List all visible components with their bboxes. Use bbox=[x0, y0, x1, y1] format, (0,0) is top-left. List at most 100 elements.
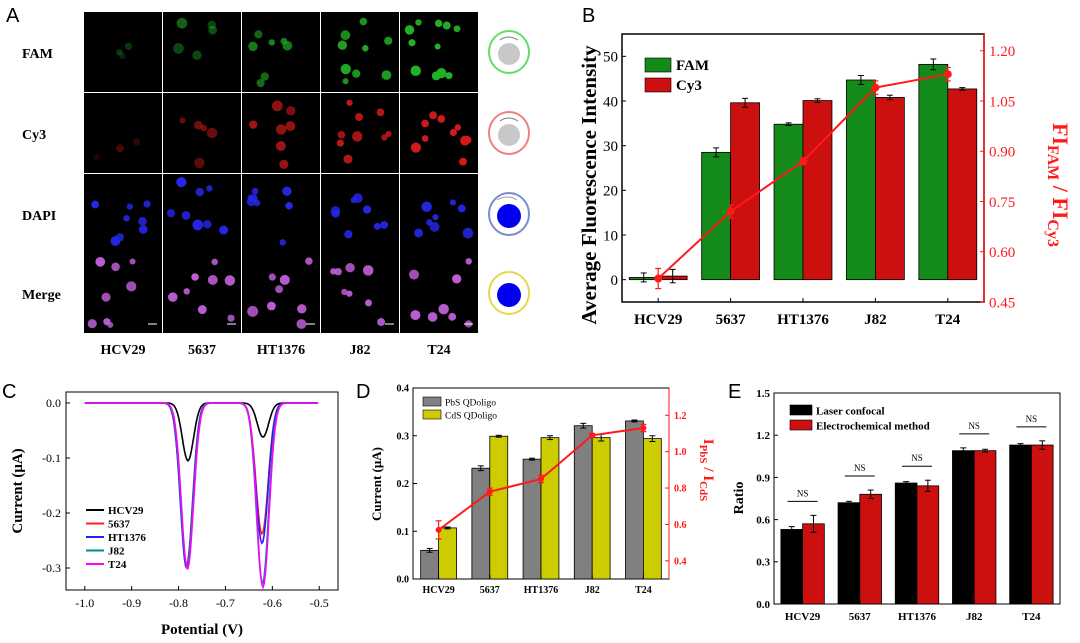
cell-spot bbox=[337, 130, 346, 139]
cell-spot bbox=[115, 233, 124, 242]
significance-label: NS bbox=[911, 453, 923, 463]
cell-spot bbox=[429, 221, 440, 232]
cell-spot bbox=[350, 197, 357, 204]
cell-spot bbox=[434, 19, 443, 28]
cell-spot bbox=[268, 273, 276, 281]
cell-spot bbox=[279, 239, 286, 246]
y-tick-label: 1.5 bbox=[756, 388, 770, 400]
cell-spot bbox=[342, 78, 349, 85]
x-tick-label-j82: J82 bbox=[864, 312, 887, 328]
legend-label: PbS QDoligo bbox=[445, 399, 496, 409]
cell-spot bbox=[211, 258, 219, 266]
cell-spot bbox=[207, 274, 218, 285]
cell-spot bbox=[415, 19, 422, 26]
cell-spot bbox=[227, 314, 235, 322]
cell-spot bbox=[116, 144, 124, 153]
image-tile-merge-5637 bbox=[163, 253, 241, 333]
x-tick-label-t24: T24 bbox=[635, 585, 652, 596]
legend-label: J82 bbox=[108, 546, 125, 558]
panel-c-chart: -1.0 -0.9 -0.8 -0.7 -0.6 -0.5 0.0 -0.1 -0.2 -0.3 P… bbox=[10, 391, 339, 638]
cell-spot bbox=[191, 273, 199, 281]
cell-schematic-nucleus bbox=[497, 283, 521, 307]
y-tick-label: 40 bbox=[603, 94, 618, 110]
right-axis-title-part: / I bbox=[700, 464, 716, 482]
cell-spot bbox=[344, 230, 353, 239]
plot-frame bbox=[65, 391, 339, 591]
ratio-point bbox=[538, 475, 544, 482]
cell-spot bbox=[376, 108, 385, 117]
cell-spot bbox=[247, 305, 259, 317]
legend-swatch bbox=[422, 396, 442, 407]
bar-pbs-qdoligo-ht1376 bbox=[522, 458, 542, 580]
cell-spot bbox=[200, 124, 208, 132]
x-tick-label-j82: J82 bbox=[585, 585, 600, 596]
cell-spot bbox=[192, 50, 202, 60]
y-tick-label: 50 bbox=[603, 50, 618, 66]
cell-spot bbox=[249, 120, 258, 129]
cell-spot bbox=[111, 262, 120, 272]
cell-spot bbox=[285, 121, 296, 131]
x-tick-label-ht1376: HT1376 bbox=[898, 611, 936, 623]
x-tick-label-t24: T24 bbox=[935, 312, 961, 328]
cell-spot bbox=[362, 265, 374, 276]
y-tick-label: 20 bbox=[603, 184, 618, 200]
panel-label-b: B bbox=[582, 5, 595, 27]
cell-spot bbox=[87, 319, 97, 329]
cell-spot bbox=[421, 135, 429, 142]
image-tile-dapi-t24 bbox=[400, 174, 478, 254]
cell-spot bbox=[449, 128, 457, 137]
panel-label-c: C bbox=[2, 381, 16, 403]
y-tick-label: -0.3 bbox=[42, 561, 61, 575]
cell-spot bbox=[408, 39, 416, 47]
image-tile-cy3-t24 bbox=[400, 93, 478, 173]
significance-label: NS bbox=[797, 488, 809, 498]
cell-spot bbox=[176, 17, 188, 29]
cell-spot bbox=[341, 288, 348, 296]
cell-spot bbox=[421, 119, 429, 128]
cell-spot bbox=[207, 20, 217, 30]
cell-schematic-structure bbox=[496, 196, 518, 201]
image-tile-bg bbox=[163, 174, 241, 254]
cell-spot bbox=[286, 106, 296, 116]
y-axis-title: Current (μA) bbox=[10, 448, 26, 533]
cell-spot bbox=[340, 63, 351, 75]
cell-spot bbox=[251, 187, 259, 195]
column-label-t24: T24 bbox=[427, 343, 450, 358]
y-tick-label: 0.3 bbox=[397, 431, 410, 442]
cell-spot bbox=[352, 69, 361, 78]
image-tile-cy3-hcv29 bbox=[84, 93, 162, 173]
x-tick-label: -0.6 bbox=[263, 596, 282, 610]
y-tick-label: 1.2 bbox=[756, 430, 770, 442]
cell-spot bbox=[410, 310, 421, 321]
panel-label-e: E bbox=[728, 381, 741, 403]
cell-spot bbox=[193, 120, 203, 130]
x-tick-label-ht1376: HT1376 bbox=[524, 585, 558, 596]
cell-spot bbox=[219, 225, 229, 235]
image-tile-merge-t24 bbox=[400, 253, 478, 333]
x-tick-label: -0.8 bbox=[169, 596, 188, 610]
y-tick-label: 0.1 bbox=[397, 527, 410, 538]
bar-laser-confocal-hcv29 bbox=[780, 529, 804, 605]
cell-spot bbox=[377, 318, 386, 327]
bar-fam-t24 bbox=[918, 63, 949, 281]
bar-cy3-j82 bbox=[875, 97, 905, 281]
cell-spot bbox=[362, 205, 372, 214]
cell-spot bbox=[116, 49, 123, 56]
legend-label: CdS QDoligo bbox=[445, 412, 497, 422]
image-tile-bg bbox=[242, 253, 320, 333]
cell-spot bbox=[129, 258, 136, 265]
cell-spot bbox=[123, 214, 130, 222]
right-tick-label: 1.20 bbox=[989, 44, 1015, 60]
cell-spot bbox=[445, 72, 453, 80]
y-tick-label: 0.3 bbox=[756, 557, 770, 569]
cell-schematic-nucleus bbox=[497, 204, 521, 228]
x-axis-title: Potential (V) bbox=[161, 622, 243, 638]
cell-spot bbox=[453, 25, 461, 33]
image-tile-merge-ht1376 bbox=[242, 253, 320, 333]
legend-swatch bbox=[789, 404, 813, 416]
cell-spot bbox=[414, 228, 423, 238]
image-tile-dapi-5637 bbox=[163, 174, 241, 254]
cell-spot bbox=[384, 36, 393, 45]
cell-spot bbox=[352, 131, 363, 142]
bar-cy3-t24 bbox=[947, 88, 978, 281]
